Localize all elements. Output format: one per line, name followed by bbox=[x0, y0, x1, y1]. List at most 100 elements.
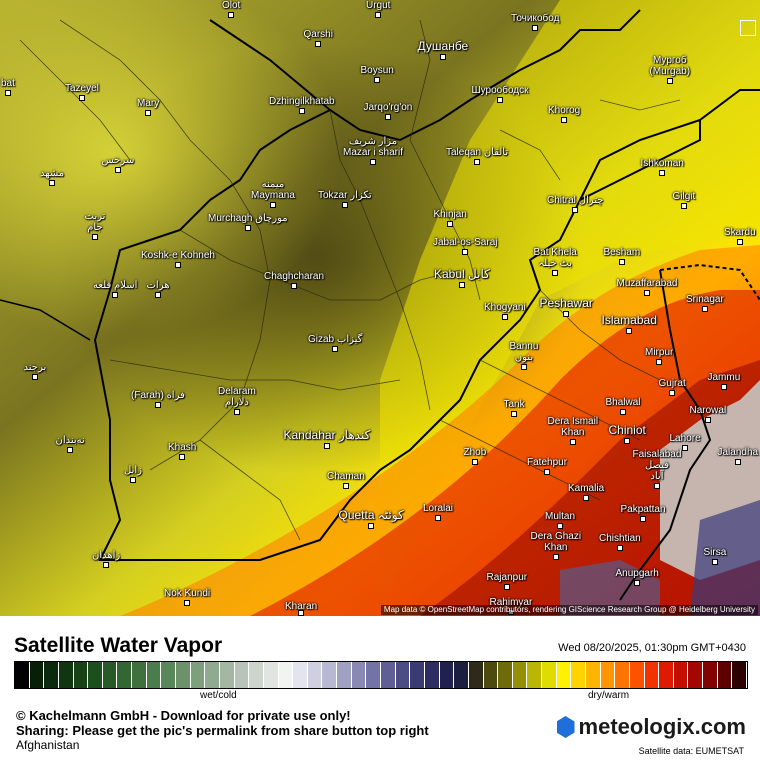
city-marker bbox=[79, 94, 85, 101]
scale-label-cold: wet/cold bbox=[200, 690, 237, 701]
city-marker bbox=[184, 599, 190, 606]
scale-swatch bbox=[161, 662, 177, 688]
city-label: Kandahar کندهار bbox=[283, 427, 371, 442]
city-marker bbox=[112, 291, 118, 298]
scale-swatch bbox=[615, 662, 630, 688]
city-marker bbox=[234, 409, 240, 415]
city-label: Mirpur bbox=[645, 346, 674, 358]
share-icon[interactable] bbox=[740, 20, 756, 36]
city-label: Chishtian bbox=[599, 532, 641, 544]
city-label: Islamabad bbox=[601, 312, 657, 327]
city-label: Delaram دلارام bbox=[218, 386, 256, 408]
city-label: Tazeyel bbox=[65, 82, 99, 94]
city-marker bbox=[504, 583, 510, 590]
scale-swatch bbox=[351, 662, 367, 688]
map-attribution[interactable]: Map data © OpenStreetMap contributors, r… bbox=[380, 605, 758, 615]
city-label: Faisalabad فیصل آباد bbox=[632, 448, 682, 482]
city-marker bbox=[130, 476, 136, 483]
city-label: هرات bbox=[146, 279, 170, 291]
water-vapor-map[interactable]: Olot Urgut Точикобод Qarshi Душанбе Мургоб (Mu… bbox=[0, 0, 760, 616]
region-name: Afghanistan bbox=[16, 738, 80, 752]
product-title: Satellite Water Vapor bbox=[14, 634, 223, 657]
city-marker bbox=[447, 220, 453, 227]
city-label: Khinjan bbox=[433, 208, 467, 220]
city-marker bbox=[462, 248, 468, 255]
city-marker bbox=[682, 444, 688, 451]
city-label: Loralai bbox=[423, 502, 454, 514]
city-label: Jarqo'rg'on bbox=[363, 101, 413, 113]
scale-swatch bbox=[278, 662, 294, 688]
city-label: Urgut bbox=[366, 0, 391, 11]
meteologix-logo-icon bbox=[556, 716, 575, 738]
city-marker bbox=[712, 558, 718, 565]
city-marker bbox=[572, 206, 578, 213]
scale-swatch bbox=[146, 662, 162, 688]
city-label: Mary bbox=[137, 97, 160, 109]
scale-swatch bbox=[498, 662, 513, 688]
city-label: Dera Ismail Khan bbox=[547, 416, 599, 438]
city-label: Bannu بنوں bbox=[509, 341, 539, 363]
logo-text: meteologix.com bbox=[578, 714, 746, 739]
copyright-notice: © Kachelmann GmbH - Download for private… bbox=[16, 708, 351, 723]
city-label: Tank bbox=[503, 398, 525, 410]
city-marker bbox=[49, 179, 55, 186]
city-label: Khorog bbox=[548, 104, 581, 116]
city-marker bbox=[620, 408, 626, 415]
city-label: Skardu bbox=[724, 226, 756, 238]
scale-swatch bbox=[424, 662, 440, 688]
scale-swatch bbox=[454, 662, 469, 688]
city-marker bbox=[659, 169, 665, 176]
city-label: Rahimyar bbox=[489, 596, 533, 608]
city-marker bbox=[705, 416, 711, 423]
city-label: زاهدان bbox=[92, 549, 121, 561]
city-marker bbox=[644, 289, 650, 296]
city-label: سرخس bbox=[101, 154, 135, 166]
city-marker bbox=[552, 270, 558, 276]
city-marker bbox=[368, 522, 374, 529]
scale-label-warm: dry/warm bbox=[588, 690, 630, 701]
scale-swatch bbox=[688, 662, 704, 688]
city-marker bbox=[702, 305, 708, 312]
satellite-image bbox=[0, 0, 760, 616]
city-label: میمنه Maymana bbox=[251, 179, 295, 201]
city-marker bbox=[626, 327, 632, 334]
scale-swatch bbox=[263, 662, 279, 688]
scale-swatch bbox=[293, 662, 308, 688]
city-marker bbox=[299, 107, 305, 114]
city-marker bbox=[145, 109, 151, 116]
city-label: Besham bbox=[603, 246, 641, 258]
city-marker bbox=[544, 468, 550, 475]
city-marker bbox=[245, 224, 251, 231]
city-marker bbox=[175, 261, 181, 268]
meteologix-logo[interactable]: meteologix.com bbox=[556, 714, 746, 740]
city-marker bbox=[435, 514, 441, 521]
city-label: اسلام قلعه bbox=[93, 279, 138, 291]
city-label: Душанбе bbox=[417, 38, 469, 53]
city-marker bbox=[474, 158, 480, 165]
city-marker bbox=[521, 364, 527, 370]
city-label: Nok Kundi bbox=[164, 587, 211, 599]
city-marker bbox=[583, 494, 589, 501]
city-label: Gilgit bbox=[672, 190, 696, 202]
timestamp: Wed 08/20/2025, 01:30pm GMT+0430 bbox=[558, 642, 746, 654]
city-marker bbox=[324, 442, 330, 449]
scale-swatch bbox=[439, 662, 455, 688]
scale-swatch bbox=[644, 662, 660, 688]
city-label: Lahore bbox=[669, 432, 701, 444]
scale-swatch bbox=[58, 662, 74, 688]
city-label: Bat Khela بٹ خیلہ bbox=[533, 247, 577, 269]
scale-swatch bbox=[102, 662, 118, 688]
city-marker bbox=[155, 401, 161, 408]
city-label: Gizab گیزاب bbox=[308, 333, 363, 345]
city-marker bbox=[385, 113, 391, 120]
scale-swatch bbox=[205, 662, 220, 688]
scale-swatch bbox=[190, 662, 206, 688]
scale-swatch bbox=[483, 662, 499, 688]
city-marker bbox=[557, 522, 563, 529]
city-label: (Farah) فراه bbox=[131, 389, 185, 401]
scale-swatch bbox=[512, 662, 528, 688]
city-label: Jammu bbox=[707, 371, 741, 383]
city-label: Tokzar تکزار bbox=[318, 189, 372, 201]
city-label: Anupgarh bbox=[615, 567, 659, 579]
city-marker bbox=[640, 515, 646, 522]
